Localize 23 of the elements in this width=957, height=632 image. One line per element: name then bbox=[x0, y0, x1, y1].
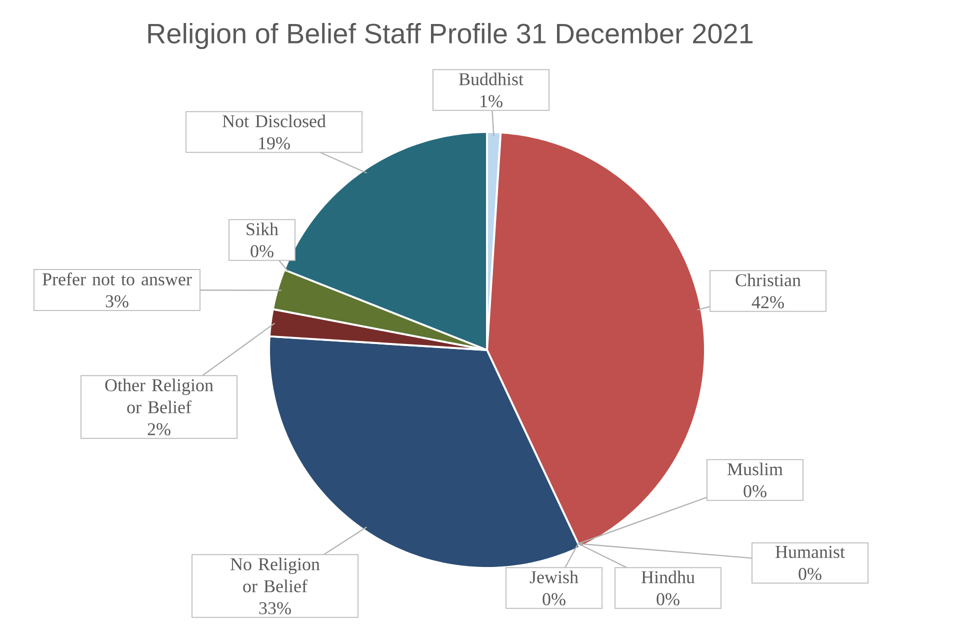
text: 0% bbox=[656, 593, 680, 606]
text: 0% bbox=[798, 568, 822, 580]
data-label: 1% bbox=[480, 95, 502, 108]
data-label: 19% bbox=[259, 137, 290, 150]
data-label: 2% bbox=[148, 423, 170, 436]
category-label: Muslim bbox=[728, 462, 783, 476]
text: 0% bbox=[250, 245, 274, 258]
category-label: Humanist bbox=[776, 546, 845, 558]
category-label: Hindhu bbox=[642, 570, 695, 584]
slice-label: Christian bbox=[736, 274, 801, 286]
slice-label: Other Religion or Belief bbox=[105, 378, 214, 414]
text: 0% bbox=[744, 485, 766, 498]
data-label: 42% bbox=[752, 296, 784, 308]
data-label: 33% bbox=[259, 602, 291, 614]
text: 0% bbox=[542, 593, 566, 606]
slice-label: Buddhist bbox=[459, 72, 524, 86]
slice-label: No Religion or Belief bbox=[230, 558, 320, 592]
category-label: Sikh bbox=[246, 222, 278, 236]
slice-label: Prefer not to answer bbox=[42, 272, 192, 286]
chart-title: Religion of Belief Staff Profile 31 December 2021 bbox=[148, 22, 753, 50]
category-label: Jewish bbox=[530, 570, 578, 584]
slice-label: Not Disclosed bbox=[222, 114, 326, 128]
data-label: 3% bbox=[106, 295, 128, 308]
